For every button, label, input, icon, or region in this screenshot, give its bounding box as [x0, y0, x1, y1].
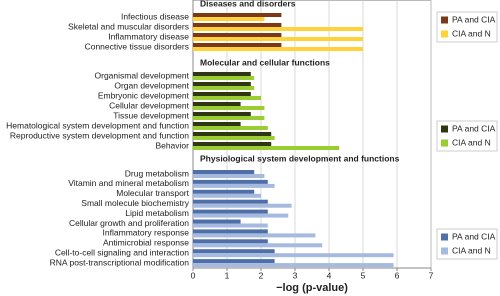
bar [193, 146, 340, 150]
y-tick-label: Infectious disease [121, 11, 189, 21]
x-tick-label: 6 [395, 270, 400, 280]
y-tick-label: RNA post-transcriptional modification [50, 257, 190, 267]
y-tick-label: Connective tissue disorders [85, 41, 189, 51]
bar [193, 253, 394, 258]
bar [193, 183, 275, 188]
x-tick-label: 5 [361, 270, 366, 280]
y-tick-label: Molecular transport [116, 188, 189, 198]
x-tick-label: 7 [429, 270, 434, 280]
bar [193, 37, 363, 41]
bar [193, 229, 268, 234]
y-tick-label: Inflammatory response [103, 228, 190, 238]
y-tick-label: Reproductive system development and func… [10, 130, 189, 140]
y-tick-label: Inflammatory disease [108, 31, 189, 41]
bar [193, 170, 255, 174]
panel-title: Molecular and cellular functions [200, 57, 330, 67]
bar [193, 96, 261, 100]
bar [193, 23, 282, 27]
bar [193, 263, 394, 268]
bar [193, 27, 363, 31]
y-tick-label: Embryonic development [98, 90, 190, 100]
x-tick-label: 0 [191, 270, 196, 280]
y-tick-label: Organ development [114, 80, 189, 90]
legend-label: PA and CIA [452, 231, 496, 241]
bar [193, 179, 268, 184]
bar [193, 33, 282, 37]
legend-swatch [441, 139, 448, 147]
bar [193, 82, 251, 86]
y-tick-label: Cellular growth and proliferation [69, 218, 189, 228]
bar [193, 106, 265, 110]
legend-label: CIA and N [452, 245, 491, 255]
y-tick-label: Cellular development [109, 100, 189, 110]
bar [193, 233, 316, 238]
y-tick-label: Hematological system development and fun… [6, 120, 189, 130]
x-tick-label: 3 [293, 270, 298, 280]
bar [193, 142, 272, 146]
bar [193, 132, 272, 136]
legend-label: PA and CIA [452, 123, 496, 133]
bar [193, 92, 251, 96]
bar [193, 76, 255, 80]
bar [193, 136, 275, 140]
bar [193, 199, 268, 204]
y-tick-label: Lipid metabolism [125, 208, 189, 218]
legend-label: PA and CIA [452, 14, 496, 24]
y-tick-label: Behavior [155, 140, 189, 150]
bar [193, 203, 292, 208]
bar [193, 116, 265, 120]
y-tick-label: Small molecule biochemistry [81, 198, 189, 208]
legend-label: CIA and N [452, 137, 491, 147]
y-tick-label: Vitamin and mineral metabolism [68, 178, 189, 188]
bar [193, 209, 268, 214]
y-tick-label: Cell-to-cell signaling and interaction [55, 247, 189, 257]
bar [193, 102, 241, 106]
bar [193, 239, 268, 244]
y-tick-label: Skeletal and muscular disorders [68, 21, 189, 31]
y-tick-label: Antimicrobial response [103, 238, 189, 248]
bar [193, 249, 275, 254]
bar [193, 174, 265, 178]
bar [193, 243, 323, 248]
y-tick-label: Organismal development [95, 70, 190, 80]
legend-swatch [441, 247, 448, 255]
bar [193, 259, 275, 264]
legend-swatch [441, 30, 448, 38]
y-tick-label: Tissue development [113, 110, 189, 120]
bar [193, 72, 251, 76]
bar [193, 17, 265, 21]
bar [193, 47, 363, 51]
legend-swatch [441, 16, 448, 24]
x-tick-label: 4 [327, 270, 332, 280]
bar [193, 122, 241, 126]
x-axis-label: −log (p-value) [276, 282, 348, 294]
bar [193, 193, 261, 198]
legend-label: CIA and N [452, 28, 491, 38]
bar [193, 223, 268, 228]
bar [193, 43, 282, 47]
bar [193, 189, 255, 194]
bar [193, 112, 251, 116]
legend-swatch [441, 233, 448, 241]
bar [193, 213, 289, 218]
y-tick-label: Drug metabolism [125, 168, 189, 178]
panel-title: Diseases and disorders [200, 0, 296, 8]
panel-title: Physiological system development and fun… [200, 153, 400, 163]
bar [193, 86, 255, 90]
legend-swatch [441, 125, 448, 133]
x-tick-label: 2 [259, 270, 264, 280]
bar [193, 219, 241, 224]
x-tick-label: 1 [225, 270, 230, 280]
bar [193, 13, 282, 17]
bar [193, 126, 268, 130]
